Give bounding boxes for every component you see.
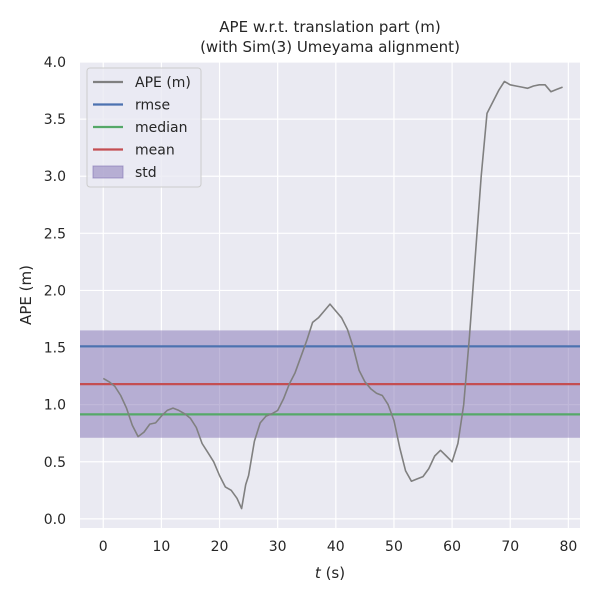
y-tick-label: 2.0 bbox=[44, 283, 66, 299]
x-axis-variable: t bbox=[315, 564, 322, 582]
chart-subtitle: (with Sim(3) Umeyama alignment) bbox=[200, 38, 460, 56]
y-tick-label: 4.0 bbox=[44, 55, 66, 71]
y-tick-label: 2.5 bbox=[44, 226, 66, 242]
x-tick-label: 80 bbox=[559, 539, 577, 555]
x-tick-label: 0 bbox=[99, 539, 108, 555]
legend-label: median bbox=[135, 120, 187, 136]
grid-lines bbox=[80, 61, 580, 528]
tick-labels: 0 10 20 30 40 50 60 70 80 0.0 0.5 1.0 1.5 2.0 2.5 3.0 3.… bbox=[44, 55, 578, 555]
legend-swatch bbox=[92, 165, 124, 179]
series-layer bbox=[102, 80, 563, 510]
y-tick-label: 1.0 bbox=[44, 398, 66, 414]
x-axis-label: t (s) bbox=[315, 564, 345, 582]
y-tick-label: 0.5 bbox=[44, 455, 66, 471]
x-axis-unit: (s) bbox=[321, 564, 345, 582]
legend-box bbox=[86, 67, 202, 188]
legend-label: APE (m) bbox=[135, 75, 191, 91]
legend-label: mean bbox=[135, 143, 175, 159]
legend-label: std bbox=[135, 165, 157, 181]
series-line bbox=[102, 80, 563, 510]
x-tick-label: 60 bbox=[443, 539, 461, 555]
chart-title: APE w.r.t. translation part (m) bbox=[219, 18, 440, 36]
legend-item: std bbox=[92, 165, 157, 181]
legend-item: rmse bbox=[93, 98, 170, 114]
legend-item: APE (m) bbox=[93, 75, 191, 91]
x-tick-label: 20 bbox=[211, 539, 229, 555]
y-tick-label: 1.5 bbox=[44, 341, 66, 357]
legend: APE (m) rmse median mean std bbox=[86, 67, 202, 188]
y-tick-label: 3.5 bbox=[44, 112, 66, 128]
x-tick-label: 50 bbox=[385, 539, 403, 555]
legend-label: rmse bbox=[135, 98, 170, 114]
legend-item: median bbox=[93, 120, 187, 136]
y-tick-label: 3.0 bbox=[44, 169, 66, 185]
y-axis-label: APE (m) bbox=[17, 265, 35, 325]
x-tick-label: 70 bbox=[501, 539, 519, 555]
x-tick-label: 30 bbox=[269, 539, 287, 555]
y-tick-label: 0.0 bbox=[44, 512, 66, 528]
x-tick-label: 40 bbox=[327, 539, 345, 555]
x-tick-label: 10 bbox=[152, 539, 170, 555]
legend-item: mean bbox=[93, 143, 175, 159]
